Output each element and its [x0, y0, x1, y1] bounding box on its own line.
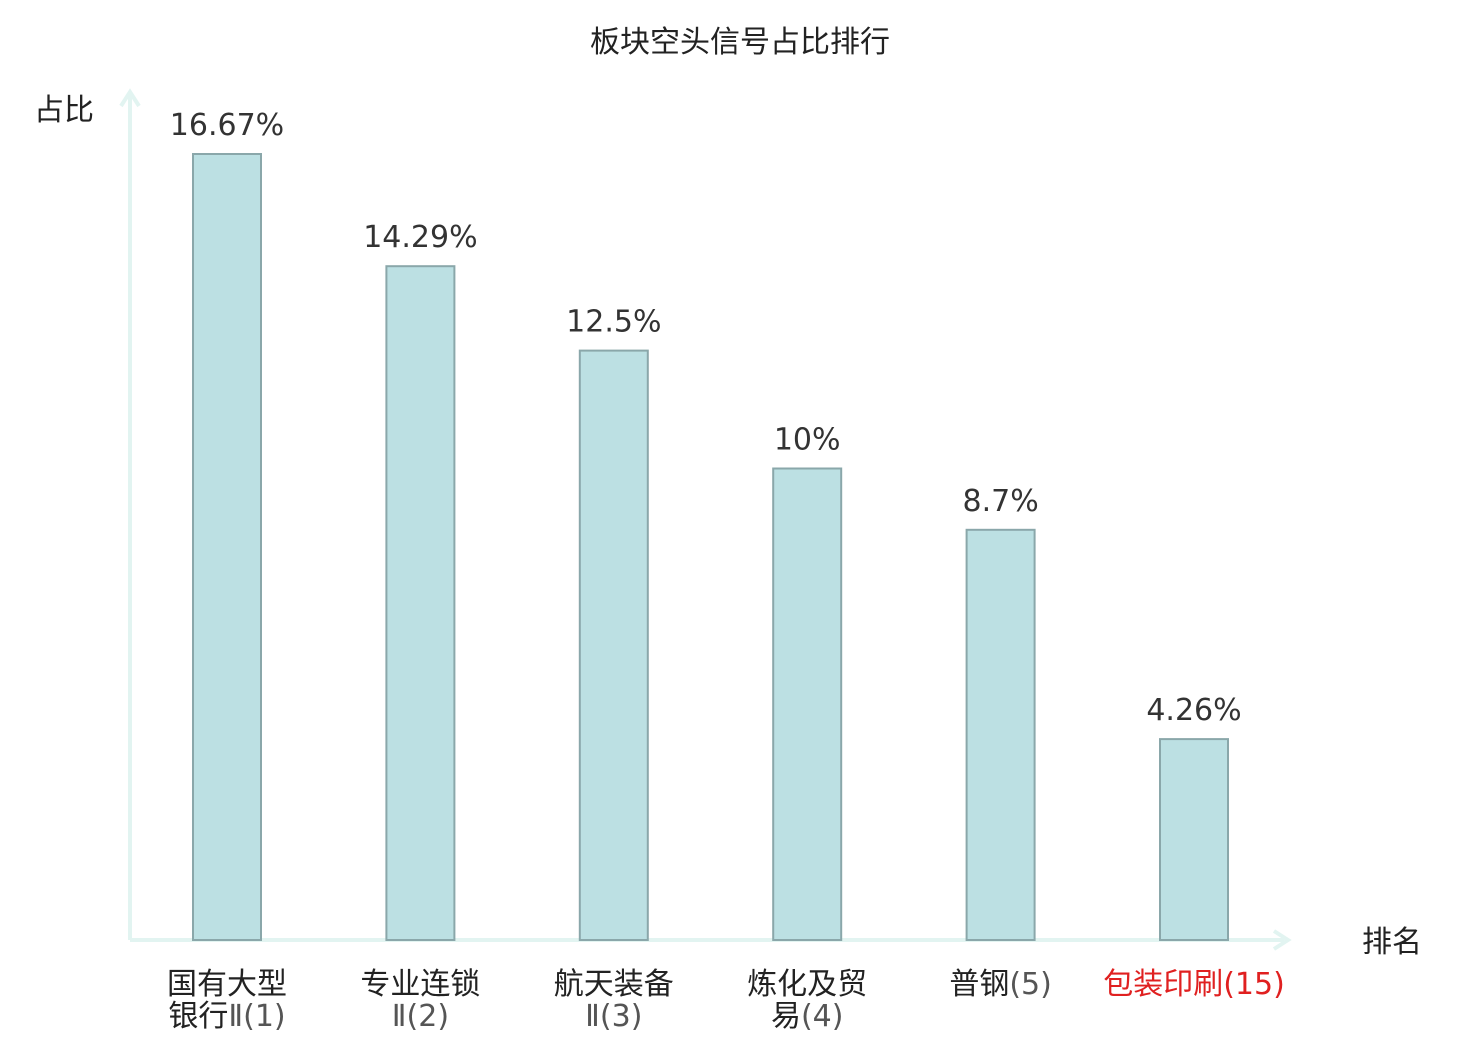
- value-labels: 16.67% 14.29% 12.5% 10% 8.7% 4.26%: [170, 108, 1242, 728]
- data-label: 16.67%: [170, 108, 284, 143]
- data-label: 12.5%: [566, 305, 661, 340]
- x-tick-label: 国有大型银行Ⅱ(1): [167, 967, 287, 1034]
- bar: [385, 265, 456, 941]
- data-label: 10%: [774, 423, 841, 458]
- bar: [1159, 738, 1229, 941]
- chart-title: 板块空头信号占比排行: [590, 25, 890, 60]
- y-axis-arrow: [119, 88, 141, 108]
- x-tick-label: 炼化及贸易(4): [747, 967, 867, 1034]
- data-label: 14.29%: [363, 220, 477, 255]
- bar: [192, 153, 262, 941]
- bar: [772, 467, 843, 941]
- x-tick-label: 包装印刷(15): [1103, 967, 1285, 1002]
- y-axis-label: 占比: [34, 93, 94, 128]
- bar: [578, 349, 649, 942]
- bars: [192, 153, 1229, 942]
- x-axis-arrow: [1272, 929, 1292, 951]
- x-tick-label: 航天装备 Ⅱ(3): [554, 967, 674, 1034]
- category-labels: 国有大型银行Ⅱ(1) 专业连锁 Ⅱ(2) 航天装备 Ⅱ(3) 炼化及贸易(4) 普钢(5) 包…: [167, 967, 1285, 1034]
- data-label: 8.7%: [962, 484, 1038, 519]
- bar: [965, 528, 1036, 941]
- data-label: 4.26%: [1146, 693, 1241, 728]
- x-tick-label: 普钢(5): [949, 967, 1052, 1002]
- axes: [119, 88, 1292, 951]
- x-tick-label: 专业连锁 Ⅱ(2): [360, 967, 480, 1034]
- x-axis-label: 排名: [1362, 925, 1422, 960]
